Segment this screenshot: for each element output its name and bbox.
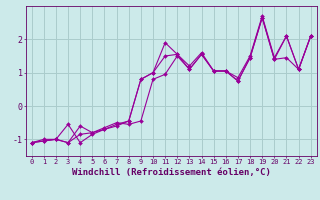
X-axis label: Windchill (Refroidissement éolien,°C): Windchill (Refroidissement éolien,°C) [72, 168, 271, 177]
